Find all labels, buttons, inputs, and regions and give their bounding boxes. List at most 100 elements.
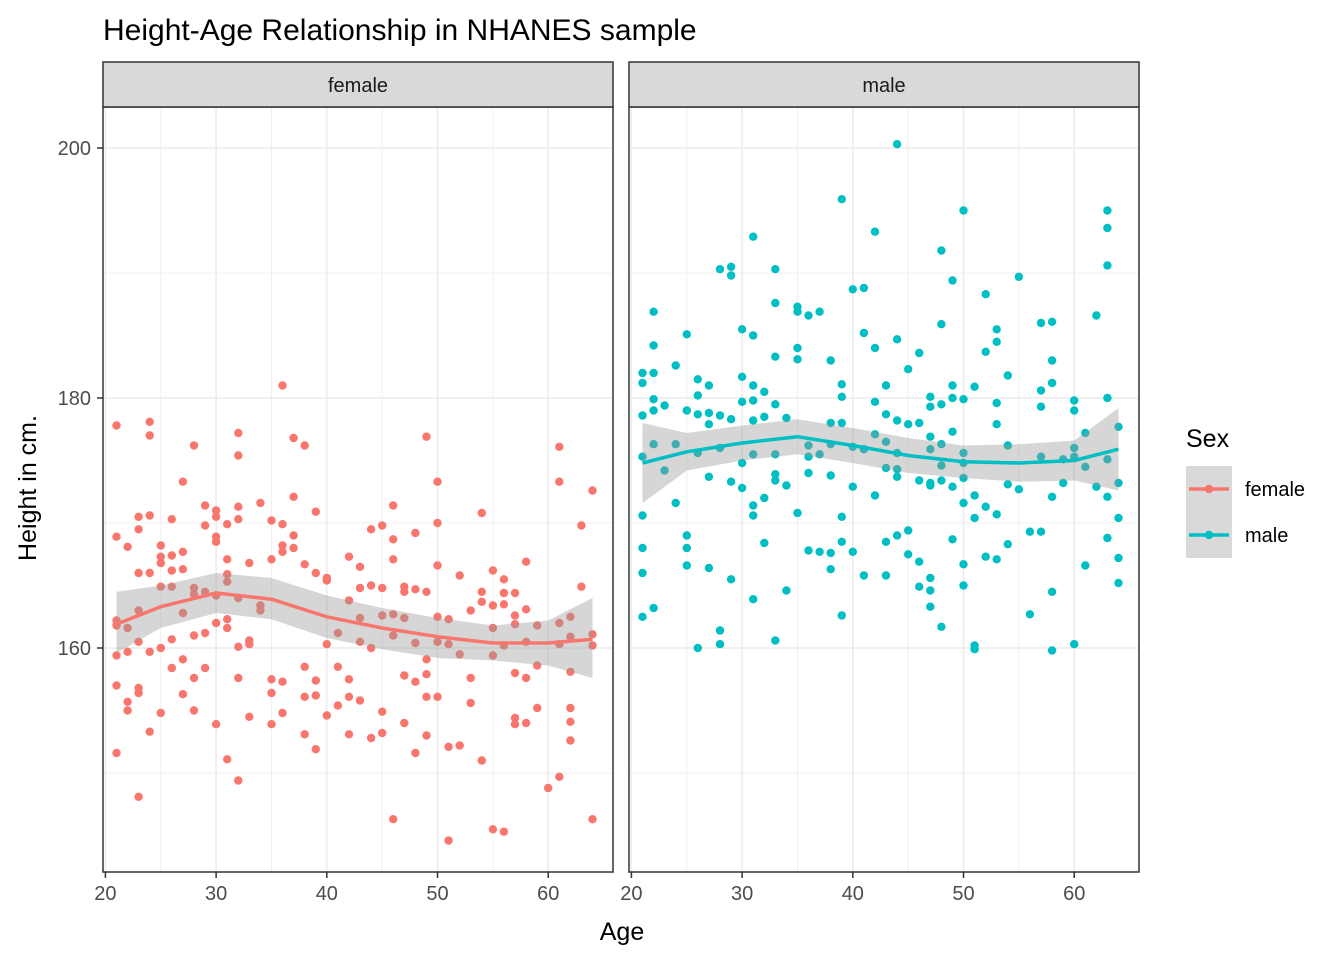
- data-point: [234, 776, 243, 785]
- data-point: [937, 320, 946, 329]
- data-point: [422, 670, 431, 679]
- data-point: [859, 571, 869, 580]
- data-point: [134, 792, 143, 801]
- data-point: [881, 410, 891, 419]
- data-point: [223, 520, 232, 529]
- data-point: [156, 558, 165, 568]
- data-point: [278, 541, 287, 550]
- data-point: [444, 836, 453, 845]
- data-point: [200, 628, 210, 638]
- data-point: [167, 551, 176, 560]
- data-point: [433, 477, 442, 486]
- confidence-band-male: [642, 408, 1119, 503]
- data-point: [378, 728, 387, 738]
- data-point: [499, 575, 509, 584]
- data-point: [1047, 317, 1057, 326]
- data-point: [892, 472, 902, 481]
- data-point: [870, 343, 880, 353]
- data-point: [267, 688, 276, 698]
- data-point: [981, 552, 990, 561]
- data-point: [178, 565, 188, 574]
- smooth-line-female: [115, 591, 593, 645]
- data-point: [234, 428, 243, 438]
- data-point: [455, 741, 464, 750]
- x-tick-label: 20: [620, 883, 642, 905]
- data-point: [300, 692, 309, 701]
- data-point: [726, 575, 736, 584]
- data-point: [649, 406, 658, 415]
- data-point: [223, 623, 232, 633]
- data-point: [737, 372, 747, 381]
- data-point: [837, 380, 846, 389]
- data-point: [167, 635, 176, 644]
- data-point: [123, 647, 132, 656]
- x-tick-label: 30: [731, 883, 753, 905]
- data-point: [134, 637, 143, 646]
- data-point: [638, 368, 647, 378]
- data-point: [311, 691, 320, 700]
- data-point: [682, 330, 691, 339]
- data-point: [1036, 386, 1046, 395]
- data-point: [948, 427, 957, 436]
- data-point: [1103, 533, 1112, 543]
- data-point: [826, 418, 835, 428]
- data-point: [378, 521, 387, 530]
- data-point: [660, 466, 669, 475]
- data-point: [223, 755, 232, 764]
- data-point: [355, 613, 365, 623]
- data-point: [566, 717, 575, 726]
- data-point: [267, 720, 276, 729]
- data-point: [915, 476, 924, 485]
- data-point: [444, 742, 453, 751]
- data-point: [400, 613, 409, 623]
- data-point: [167, 515, 176, 524]
- data-point: [959, 498, 968, 508]
- data-point: [477, 756, 486, 765]
- data-point: [577, 521, 586, 530]
- data-point: [178, 655, 188, 664]
- data-point: [892, 140, 902, 149]
- data-point: [245, 558, 254, 568]
- data-point: [433, 612, 442, 621]
- data-point: [992, 420, 1001, 429]
- x-tick-label: 30: [205, 883, 227, 905]
- data-point: [638, 378, 647, 388]
- data-point: [737, 458, 747, 468]
- data-point: [715, 626, 725, 635]
- data-point: [488, 566, 498, 575]
- data-point: [145, 647, 154, 656]
- facet-strip: [628, 61, 1140, 108]
- legend-key-point: [1204, 484, 1214, 494]
- data-point: [588, 641, 597, 650]
- data-point: [1114, 513, 1123, 523]
- data-point: [1103, 455, 1112, 464]
- data-point: [311, 745, 320, 754]
- data-point: [1092, 482, 1101, 491]
- data-point: [178, 690, 188, 699]
- data-point: [826, 565, 835, 574]
- data-point: [433, 692, 442, 701]
- data-point: [311, 507, 320, 516]
- data-point: [760, 412, 769, 421]
- data-point: [782, 481, 791, 490]
- data-point: [771, 470, 780, 479]
- data-point: [859, 328, 869, 338]
- data-point: [189, 706, 199, 715]
- data-point: [726, 415, 736, 424]
- data-point: [749, 595, 758, 604]
- data-point: [466, 606, 475, 615]
- data-point: [926, 602, 935, 611]
- data-point: [915, 348, 924, 358]
- data-point: [837, 418, 846, 428]
- data-point: [1047, 492, 1057, 501]
- data-point: [915, 582, 924, 591]
- data-point: [881, 381, 891, 390]
- data-point: [145, 417, 154, 426]
- data-point: [937, 476, 946, 485]
- data-point: [267, 675, 276, 684]
- data-point: [904, 420, 913, 429]
- data-point: [555, 618, 564, 628]
- data-point: [510, 620, 520, 629]
- data-point: [926, 586, 935, 595]
- data-point: [156, 643, 165, 653]
